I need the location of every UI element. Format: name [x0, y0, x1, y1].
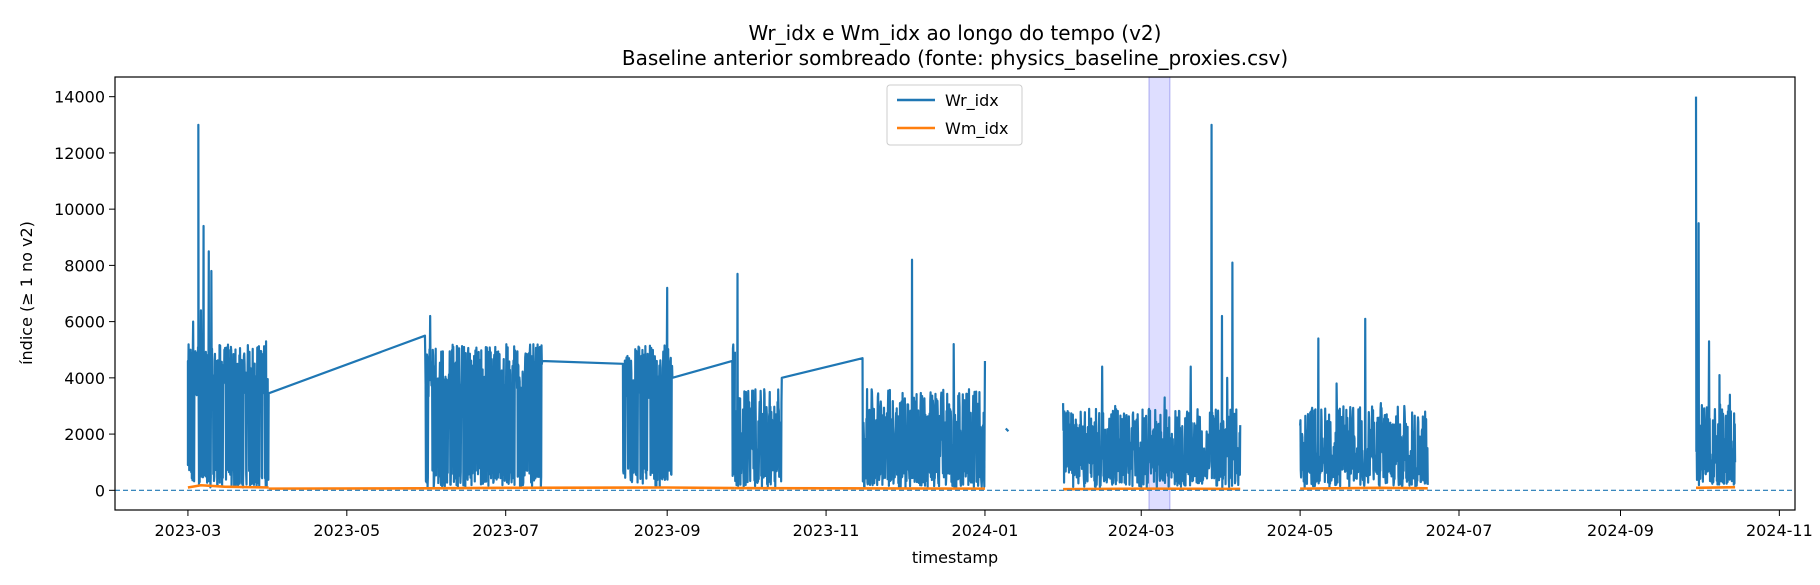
chart-title: Wr_idx e Wm_idx ao longo do tempo (v2): [749, 21, 1162, 45]
x-tick-label: 2024-07: [1426, 521, 1493, 540]
legend-label-wm-idx: Wm_idx: [945, 119, 1008, 139]
series-wr-idx-segment-2: [1004, 427, 1010, 433]
chart-subtitle: Baseline anterior sombreado (fonte: phys…: [622, 46, 1288, 70]
y-tick-label: 2000: [64, 425, 105, 444]
x-tick-label: 2023-09: [634, 521, 701, 540]
series-wm-idx-segment-0: [187, 483, 269, 489]
x-tick-label: 2024-03: [1108, 521, 1175, 540]
y-tick-label: 10000: [54, 200, 105, 219]
series-wr-idx-segment-3: [1061, 123, 1242, 489]
plot-area: [115, 77, 1795, 510]
y-tick-label: 14000: [54, 88, 105, 107]
y-tick-label: 12000: [54, 144, 105, 163]
legend-label-wr-idx: Wr_idx: [945, 91, 999, 111]
series-wm-idx-segment-4: [1300, 486, 1428, 490]
y-tick-label: 6000: [64, 313, 105, 332]
plot-frame: [114, 76, 1796, 511]
series-wm-idx-segment-1: [268, 486, 735, 490]
series-wr-idx-segment-4: [1299, 317, 1429, 489]
x-axis-label: timestamp: [912, 548, 998, 567]
x-tick-label: 2023-05: [313, 521, 380, 540]
y-axis-label: índice (≥ 1 no v2): [17, 221, 36, 365]
x-tick-label: 2023-11: [793, 521, 860, 540]
x-tick-label: 2024-01: [952, 521, 1019, 540]
y-tick-label: 4000: [64, 369, 105, 388]
y-axis: 0 2000 4000 6000 8000 10000 12000 14000: [54, 88, 115, 500]
y-tick-label: 8000: [64, 256, 105, 275]
series-wr-idx-segment-5: [1694, 96, 1737, 487]
y-tick-label: 0: [95, 481, 105, 500]
series-wr-idx-segment-1: [733, 258, 987, 489]
x-tick-label: 2024-11: [1746, 521, 1813, 540]
series-wm-idx-segment-3: [1063, 487, 1241, 491]
series-wr-idx: [186, 96, 1737, 489]
x-tick-label: 2023-07: [472, 521, 539, 540]
x-tick-label: 2024-05: [1267, 521, 1334, 540]
series-wr-idx-segment-0: [186, 123, 737, 489]
legend: Wr_idx Wm_idx: [886, 84, 1023, 146]
plot-clip-group: [115, 77, 1795, 510]
series-wm-idx: [187, 483, 1736, 491]
x-tick-label: 2023-03: [155, 521, 222, 540]
x-tick-label: 2024-09: [1587, 521, 1654, 540]
series-wm-idx-segment-5: [1696, 485, 1736, 490]
series-wm-idx-segment-2: [734, 486, 985, 490]
x-axis: 2023-03 2023-05 2023-07 2023-09 2023-11 2024-…: [155, 510, 1813, 540]
